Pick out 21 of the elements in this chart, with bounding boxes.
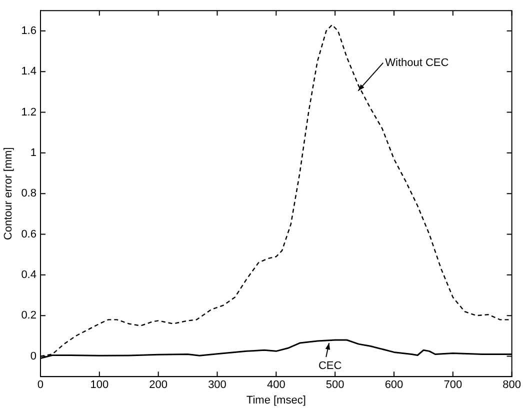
x-tick-label: 600 — [384, 379, 404, 392]
x-tick-label: 800 — [502, 379, 522, 392]
x-tick-label: 200 — [149, 379, 168, 392]
y-tick-label: 1.4 — [21, 66, 36, 78]
y-tick-label: 1.6 — [21, 24, 36, 37]
y-axis-title: Contour error [mm] — [2, 147, 15, 240]
y-tick-label: 0.8 — [21, 188, 36, 200]
x-tick-label: 100 — [90, 379, 109, 392]
x-tick-label: 700 — [444, 379, 462, 392]
x-tick-label: 500 — [326, 379, 344, 392]
y-tick-label: 0.2 — [21, 310, 36, 322]
x-tick-label: 400 — [266, 379, 286, 392]
y-tick-label: 0 — [30, 350, 36, 362]
y-tick-label: 0.4 — [21, 268, 36, 281]
x-axis-title: Time [msec] — [246, 394, 306, 406]
y-tick-label: 0.6 — [21, 228, 36, 240]
legend-label: CEC — [318, 360, 342, 372]
x-tick-label: 300 — [208, 379, 226, 392]
y-tick-label: 1 — [30, 146, 36, 159]
text: Without CEC — [385, 56, 449, 69]
y-tick-label: 1.2 — [21, 106, 36, 118]
